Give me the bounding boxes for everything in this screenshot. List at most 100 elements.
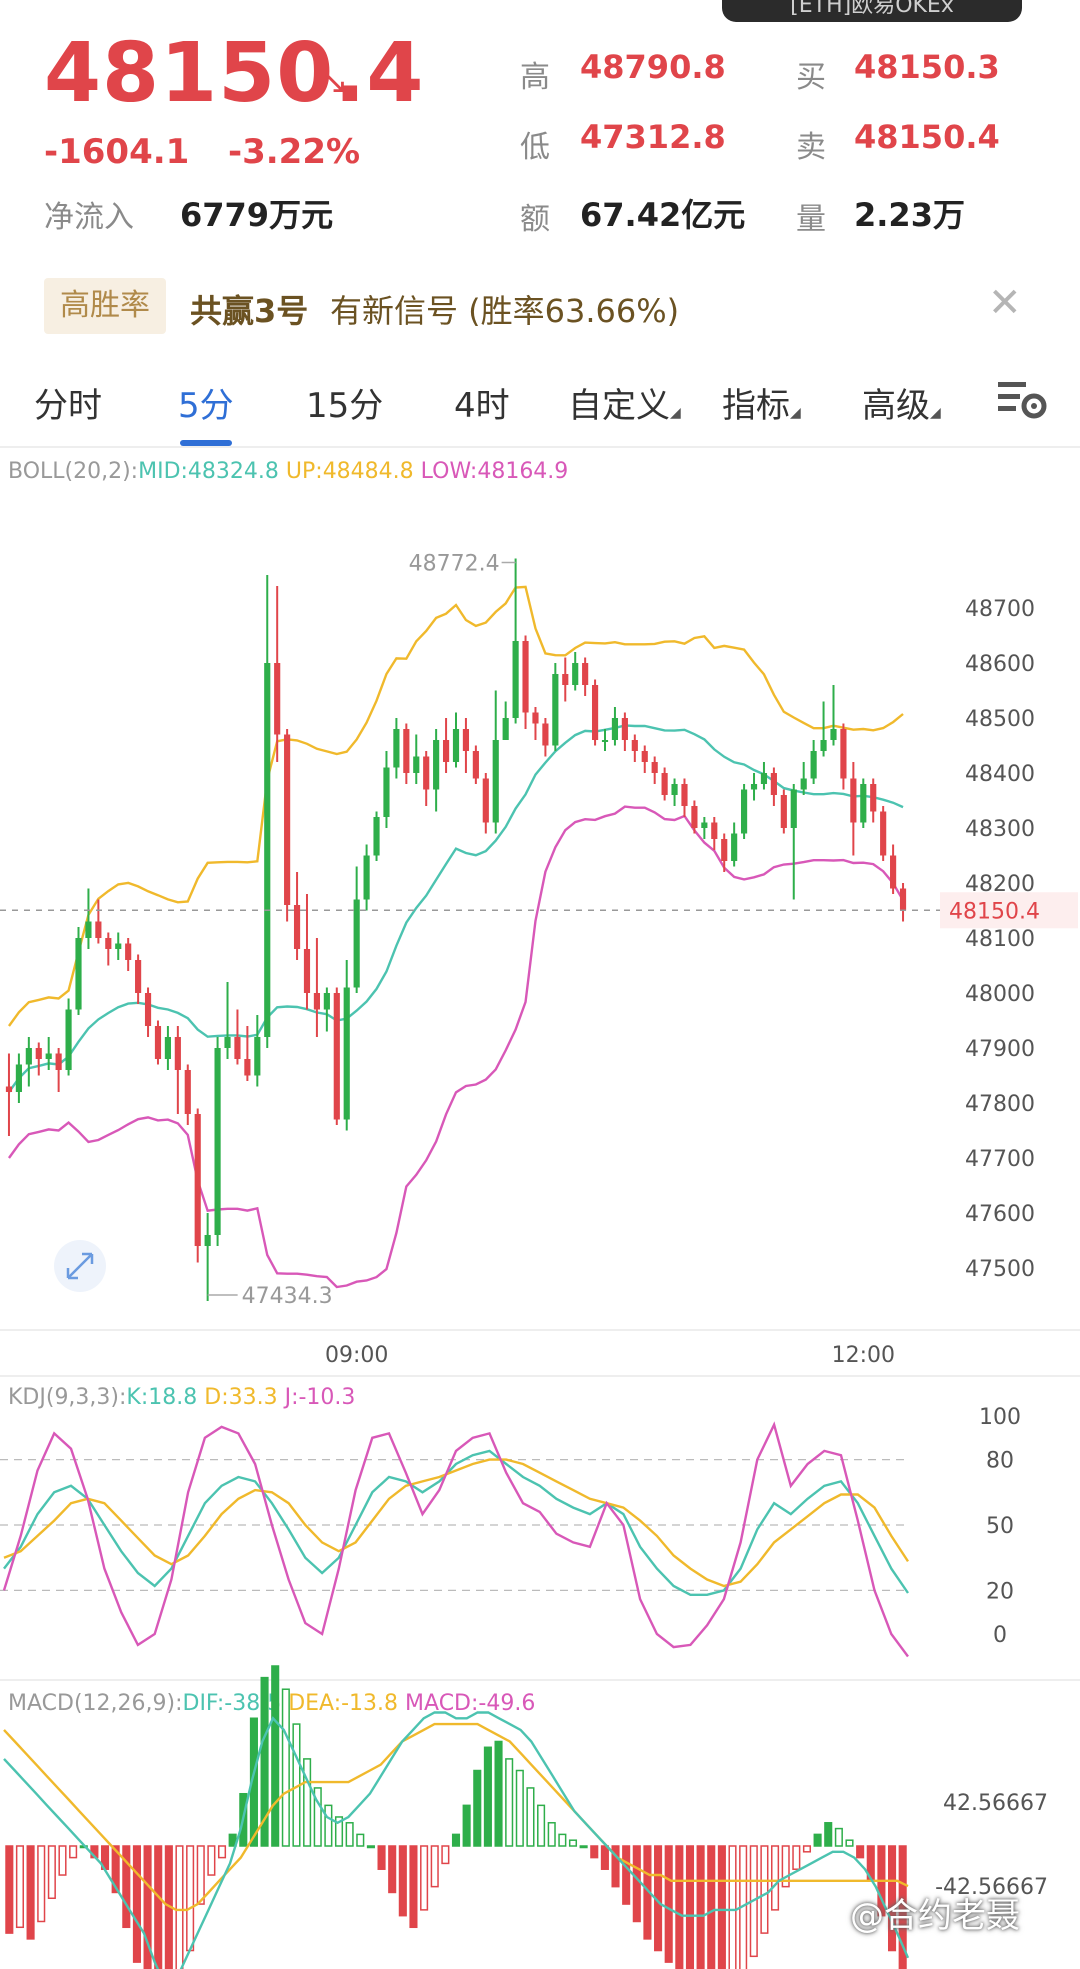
macd-bar	[611, 1845, 620, 1888]
kdj-y-tick: 80	[986, 1449, 1014, 1474]
chart-area[interactable]: BOLL(20,2):MID:48324.8 UP:48484.8 LOW:48…	[0, 448, 1080, 1969]
candle-body	[85, 921, 92, 938]
candle-body	[631, 740, 638, 751]
current-price: 48150.4	[44, 26, 425, 121]
kdj-indicator-j: J:-10.3	[283, 1385, 356, 1410]
signal-message[interactable]: 有新信号 (胜率63.66%)	[330, 292, 680, 330]
macd-bar	[47, 1845, 56, 1900]
candle-body	[363, 855, 370, 900]
close-icon[interactable]: ✕	[988, 280, 1022, 326]
candle-body	[800, 778, 807, 790]
tab-indicators[interactable]: 指标◢	[722, 378, 801, 427]
candle-body	[25, 1048, 32, 1065]
low-marker-label: 47434.3	[242, 1284, 333, 1309]
macd-bar	[356, 1833, 365, 1847]
macd-bar	[430, 1845, 439, 1888]
high-marker-label: 48772.4	[409, 552, 500, 577]
candle-body	[433, 740, 440, 790]
macd-bar	[377, 1845, 386, 1870]
candle-body	[174, 1037, 181, 1070]
tab-advanced[interactable]: 高级◢	[862, 378, 941, 427]
macd-bar	[15, 1845, 24, 1929]
macd-bar	[37, 1845, 46, 1923]
tabs-divider	[0, 446, 1080, 448]
kdj-y-tick: 100	[979, 1405, 1021, 1430]
candle-body	[502, 718, 509, 740]
candle-body	[601, 740, 609, 742]
kdj-y-tick: 50	[986, 1514, 1014, 1539]
candle-body	[562, 674, 569, 685]
candle-body	[899, 888, 907, 911]
candle-body	[323, 993, 330, 1010]
macd-bar	[462, 1804, 471, 1847]
tab-custom-label: 自定义	[568, 386, 670, 426]
candle-body	[880, 811, 887, 856]
kdj-indicator-k: K:18.8	[126, 1385, 204, 1410]
y-tick-label: 47600	[965, 1202, 1035, 1227]
macd-bar	[781, 1845, 790, 1888]
candle-body	[760, 773, 768, 784]
macd-bar	[398, 1845, 407, 1917]
tab-5min[interactable]: 5分	[178, 386, 234, 426]
signal-strategy-name[interactable]: 共赢3号	[190, 292, 309, 330]
candle-body	[5, 1086, 13, 1092]
macd-bar	[303, 1758, 312, 1847]
y-tick-label: 48700	[965, 597, 1035, 622]
macd-bar	[685, 1845, 695, 1969]
macd-bar	[175, 1845, 184, 1969]
y-tick-label: 47900	[965, 1037, 1035, 1062]
stat-label-high: 高	[520, 60, 550, 95]
candle-body	[15, 1064, 22, 1092]
candle-body	[353, 899, 360, 988]
candle-body	[224, 1037, 231, 1048]
candle-body	[681, 784, 688, 806]
y-tick-label: 48500	[965, 707, 1035, 732]
boll-panel: BOLL(20,2):MID:48324.8 UP:48484.8 LOW:48…	[0, 459, 1080, 1377]
candle-body	[462, 729, 470, 751]
macd-indicator-label: MACD(12,26,9):	[8, 1691, 183, 1716]
stat-value-low: 47312.8	[580, 118, 726, 156]
kdj-y-tick: 0	[993, 1623, 1007, 1648]
macd-bar	[813, 1833, 822, 1847]
tab-timeshare[interactable]: 分时	[34, 386, 102, 426]
active-tab-indicator	[180, 440, 232, 446]
candle-body	[492, 740, 499, 823]
market-source-tab[interactable]: [ETH]欧易OKEx	[722, 0, 1022, 22]
stat-value-bid: 48150.3	[854, 48, 1000, 86]
net-inflow-label: 净流入	[44, 200, 134, 235]
tab-15min[interactable]: 15分	[306, 386, 384, 426]
current-price-tag	[940, 892, 1078, 929]
candle-body	[393, 729, 400, 768]
macd-bar	[579, 1845, 588, 1849]
candle-body	[343, 987, 350, 1120]
macd-indicator-dea: DEA:-13.8	[288, 1691, 405, 1716]
macd-bar	[494, 1740, 503, 1847]
stat-label-amount: 额	[520, 202, 550, 237]
candle-body	[482, 778, 489, 823]
signal-banner[interactable]	[0, 268, 1080, 346]
tab-custom[interactable]: 自定义◢	[568, 378, 681, 427]
macd-bar	[717, 1845, 726, 1969]
macd-bar	[334, 1816, 344, 1847]
macd-indicator-macd: MACD:-49.6	[405, 1691, 535, 1716]
boll-indicator-mid: MID:48324.8	[138, 459, 286, 484]
expand-icon	[54, 1240, 106, 1292]
macd-bar	[590, 1845, 599, 1859]
candle-body	[452, 729, 460, 762]
candle-body	[512, 641, 519, 718]
chart-settings-icon[interactable]	[996, 376, 1048, 420]
candle-body	[75, 938, 82, 1010]
macd-indicator-dif: DIF:-38.5	[183, 1691, 289, 1716]
boll-indicator-up: UP:48484.8	[286, 459, 421, 484]
candle-body	[552, 674, 559, 746]
tab-4hour[interactable]: 4时	[454, 386, 510, 426]
macd-dif-line	[3, 1711, 910, 1969]
net-inflow-value: 6779万元	[180, 196, 334, 234]
candle-body	[184, 1070, 191, 1114]
candle-body	[711, 822, 718, 839]
kdj-j-line	[2, 1421, 909, 1658]
macd-bar	[888, 1845, 897, 1952]
macd-bar	[473, 1769, 482, 1847]
kdj-k-line	[3, 1449, 909, 1597]
kdj-d-line	[3, 1458, 910, 1588]
